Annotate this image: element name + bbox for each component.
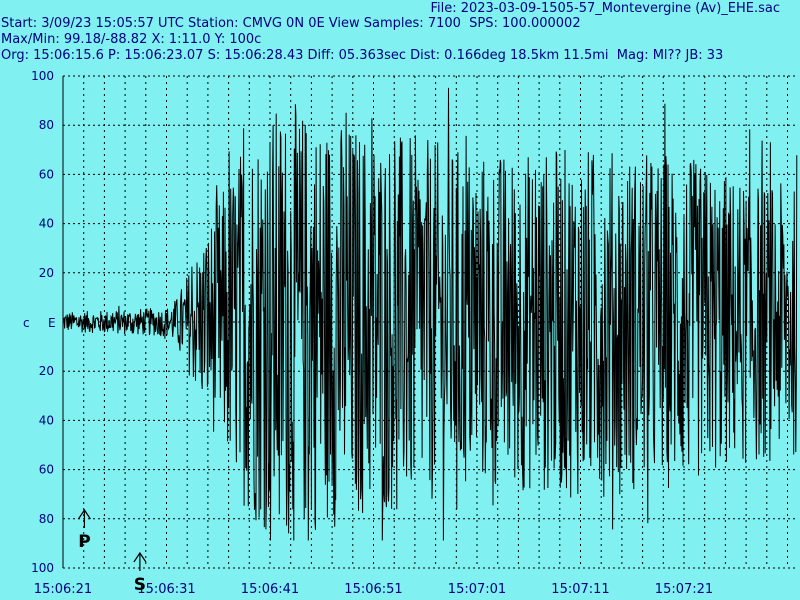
phase-marker-p: P xyxy=(77,508,91,552)
x-tick-label: 15:06:51 xyxy=(344,582,402,597)
y-tick-label: 20 xyxy=(39,364,54,378)
seismic-trace xyxy=(62,87,798,541)
y-tick-label: 80 xyxy=(39,118,54,132)
y-tick-label: 40 xyxy=(39,413,54,427)
x-tick-label: 15:07:01 xyxy=(448,582,506,597)
max-min-line: Max/Min: 99.18/-88.82 X: 1:11.0 Y: 100c xyxy=(1,32,262,47)
y-tick-label: 60 xyxy=(39,167,54,181)
x-tick-label: 15:06:31 xyxy=(137,582,195,597)
y-tick-label: 60 xyxy=(39,463,54,477)
origin-info-line: Org: 15:06:15.6 P: 15:06:23.07 S: 15:06:… xyxy=(1,48,724,63)
x-tick-label: 15:06:41 xyxy=(241,582,299,597)
y-tick-label: 100 xyxy=(31,561,54,575)
y-tick-label: 80 xyxy=(39,512,54,526)
y-tick-label: 20 xyxy=(39,266,54,280)
start-info-line: Start: 3/09/23 15:05:57 UTC Station: CMV… xyxy=(1,16,581,31)
channel-c-label: c xyxy=(23,316,30,330)
x-tick-label: 15:06:21 xyxy=(34,582,92,597)
channel-e-label: E xyxy=(48,316,56,330)
x-axis-ticks: 15:06:21 15:06:31 15:06:41 15:06:51 15:07:01… xyxy=(34,582,713,597)
x-tick-label: 15:07:11 xyxy=(551,582,609,597)
phase-markers: PS xyxy=(77,508,147,595)
x-tick-label: 15:07:21 xyxy=(655,582,713,597)
phase-marker-s: S xyxy=(133,551,147,595)
y-axis-ticks: 100 80 60 40 20 20 40 60 80 100 xyxy=(31,69,54,575)
y-tick-label: 40 xyxy=(39,217,54,231)
phase-marker-label: S xyxy=(134,575,146,595)
file-name-line: File: 2023-03-09-1505-57_Montevergine (A… xyxy=(430,1,780,16)
y-tick-label: 100 xyxy=(31,69,54,83)
phase-marker-label: P xyxy=(78,532,90,552)
